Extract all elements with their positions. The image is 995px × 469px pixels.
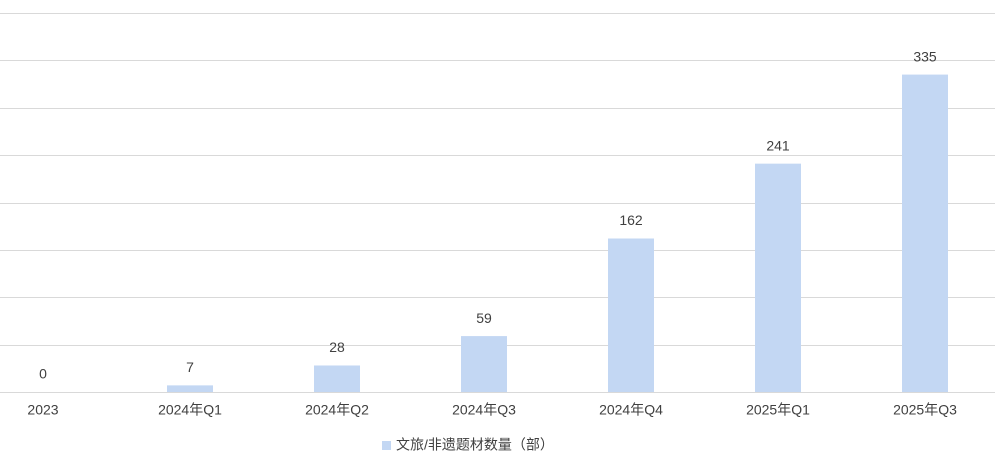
value-label: 162 <box>619 212 643 228</box>
x-tick-label: 2023 <box>27 402 58 418</box>
bar <box>608 238 654 392</box>
x-tick-label: 2024年Q1 <box>158 402 222 418</box>
legend-label: 文旅/非遗题材数量（部） <box>396 437 554 453</box>
x-tick-label: 2024年Q4 <box>599 402 663 418</box>
bar <box>755 163 801 392</box>
bar <box>461 336 507 392</box>
bar <box>167 385 213 392</box>
value-label: 28 <box>329 339 345 355</box>
value-label: 241 <box>766 137 790 153</box>
value-label: 7 <box>186 359 194 375</box>
value-label: 59 <box>476 310 492 326</box>
x-tick-label: 2025年Q1 <box>746 402 810 418</box>
x-tick-label: 2024年Q3 <box>452 402 516 418</box>
value-label: 0 <box>39 366 47 382</box>
bar <box>314 365 360 392</box>
x-tick-label: 2024年Q2 <box>305 402 369 418</box>
legend-swatch <box>382 441 391 450</box>
bar <box>902 74 948 393</box>
value-label: 335 <box>913 48 937 64</box>
x-tick-label: 2025年Q3 <box>893 402 957 418</box>
